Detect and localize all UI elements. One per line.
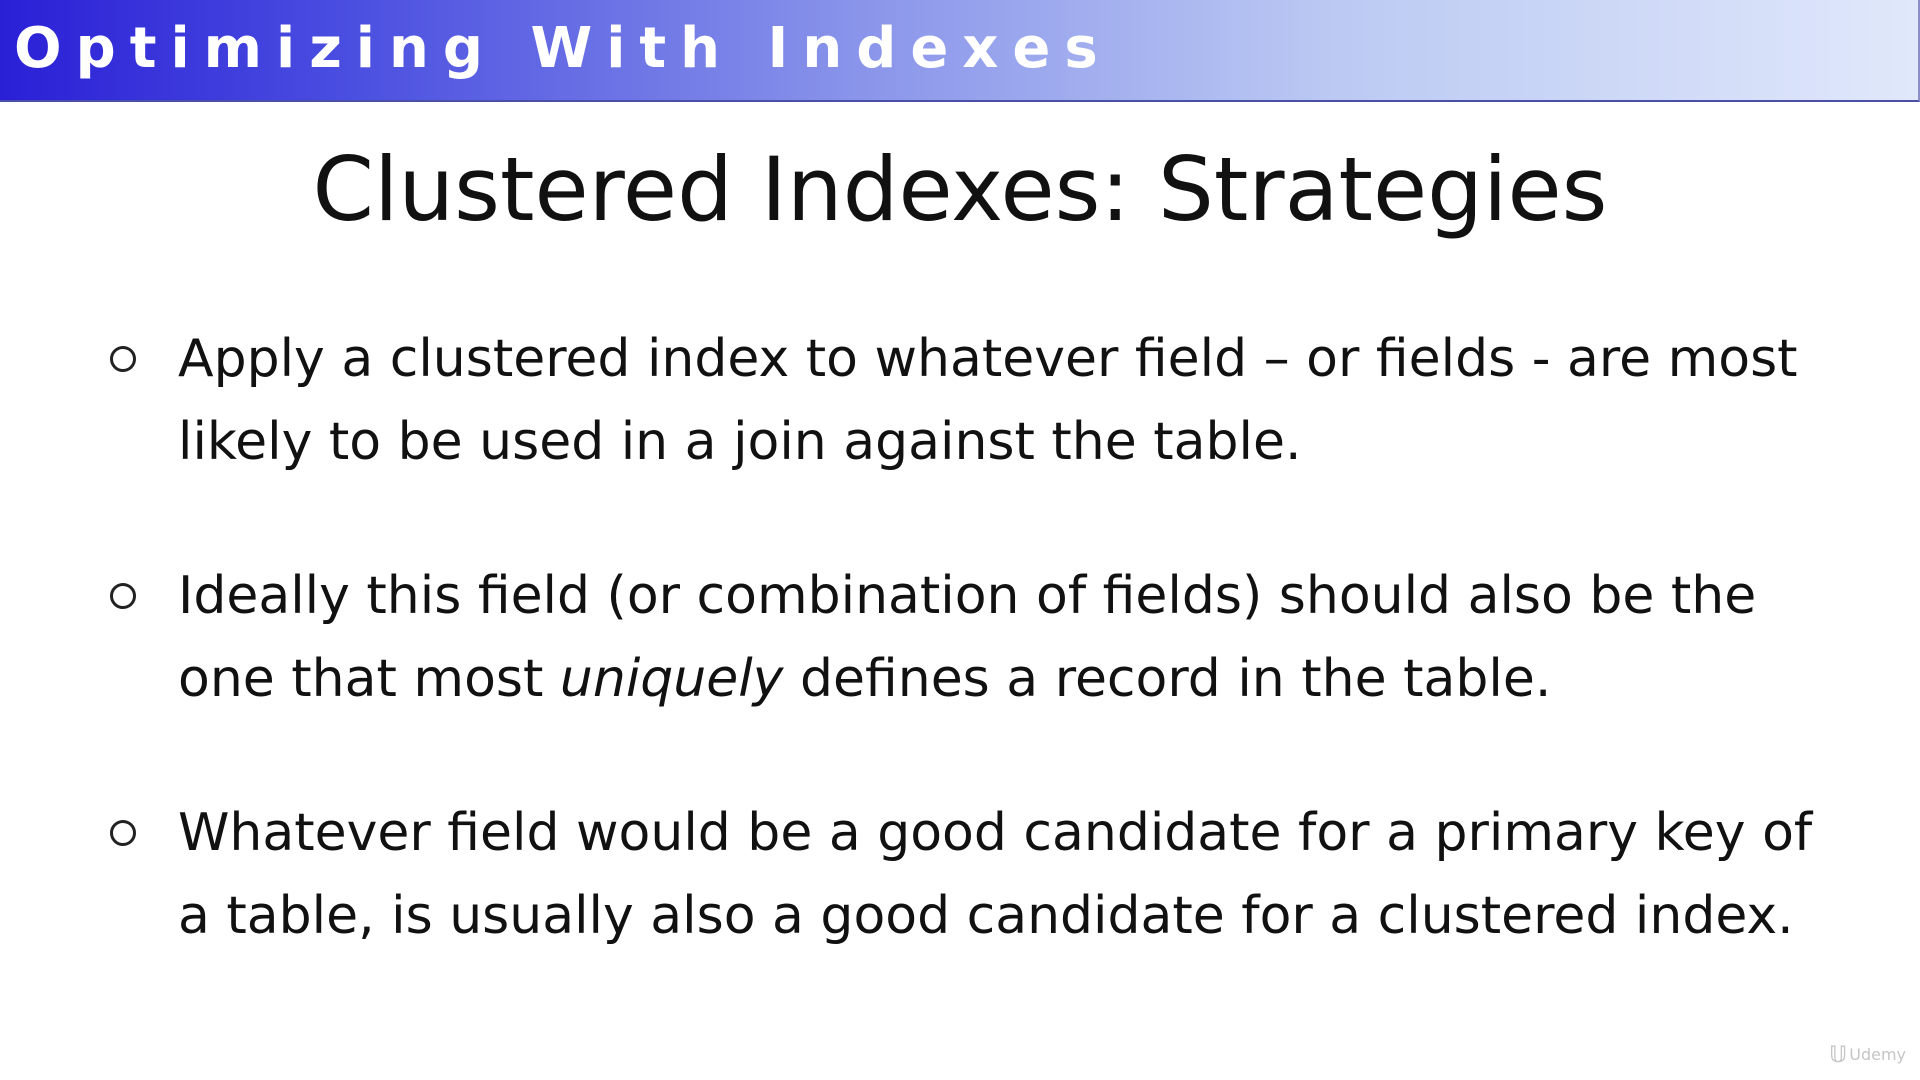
bullet-item: Whatever field would be a good candidate… [108, 792, 1828, 958]
header-banner: Optimizing With Indexes [0, 0, 1920, 102]
bullet-list: Apply a clustered index to whatever fiel… [108, 318, 1828, 1029]
bullet-item: Ideally this field (or combination of fi… [108, 555, 1828, 721]
bullet-emphasis: uniquely [559, 649, 784, 709]
watermark-label: Udemy [1849, 1045, 1906, 1064]
bullet-text: Ideally this field (or combination of fi… [178, 566, 1756, 709]
bullet-text: Apply a clustered index to whatever fiel… [178, 329, 1798, 472]
hollow-circle-bullet-icon [110, 346, 136, 372]
bullet-text: Whatever field would be a good candidate… [178, 803, 1813, 946]
banner-title: Optimizing With Indexes [14, 16, 1112, 81]
udemy-logo-icon: 𝕌 [1829, 1043, 1848, 1068]
slide-title: Clustered Indexes: Strategies [312, 138, 1608, 241]
hollow-circle-bullet-icon [110, 583, 136, 609]
bullet-text-part: Ideally this field (or combination of fi… [178, 566, 1757, 709]
bullet-text-part: defines a record in the table. [783, 649, 1552, 709]
hollow-circle-bullet-icon [110, 820, 136, 846]
bullet-item: Apply a clustered index to whatever fiel… [108, 318, 1828, 484]
udemy-watermark: 𝕌 Udemy [1829, 1043, 1906, 1068]
